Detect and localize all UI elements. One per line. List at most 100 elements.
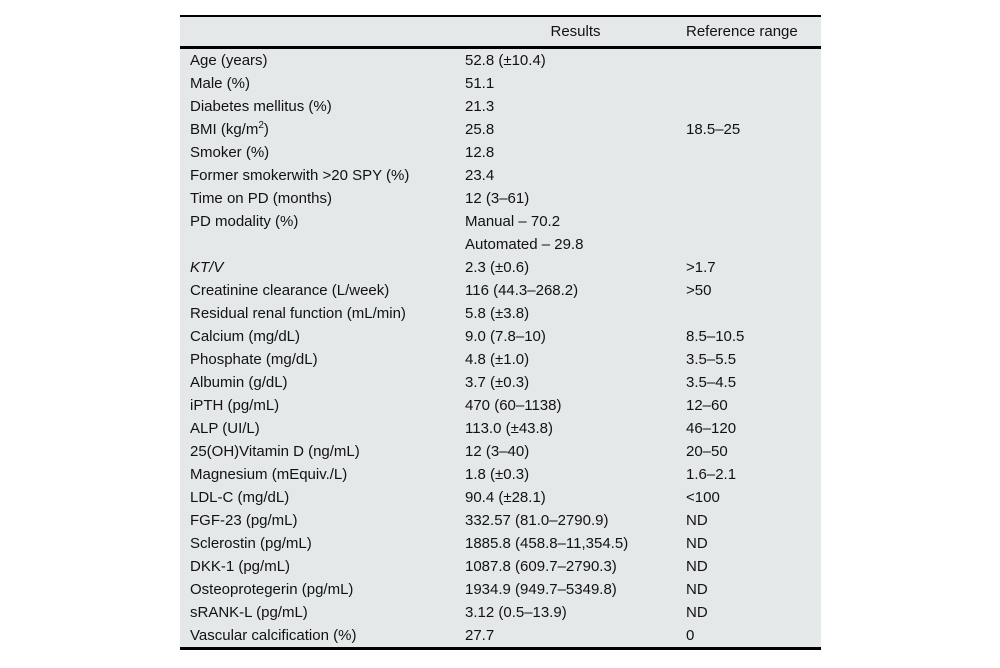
superscript: 2 [258,120,264,131]
table-row: Age (years) 52.8 (±10.4) [180,49,821,72]
col-header-reference: Reference range [686,23,798,40]
table-row: FGF-23 (pg/mL) 332.57 (81.0–2790.9) ND [180,509,821,532]
table-row: Time on PD (months) 12 (3–61) [180,187,821,210]
row-result: 470 (60–1138) [465,397,562,414]
table-row: iPTH (pg/mL) 470 (60–1138) 12–60 [180,394,821,417]
row-reference: >1.7 [686,259,716,276]
row-result: 25.8 [465,121,495,138]
row-result: 2.3 (±0.6) [465,259,530,276]
row-label: Albumin (g/dL) [190,374,288,391]
row-label: Diabetes mellitus (%) [190,98,332,115]
row-reference: >50 [686,282,712,299]
row-result: 12.8 [465,144,495,161]
table-header-row: Results Reference range [180,17,821,49]
table-row: PD modality (%) Manual – 70.2 [180,210,821,233]
row-result: 51.1 [465,75,495,92]
table-row: Smoker (%) 12.8 [180,141,821,164]
row-label: Male (%) [190,75,251,92]
row-label: Phosphate (mg/dL) [190,351,318,368]
row-reference: 12–60 [686,397,728,414]
table-row: 25(OH)Vitamin D (ng/mL) 12 (3–40) 20–50 [180,440,821,463]
row-label: LDL-C (mg/dL) [190,489,290,506]
table-row: Automated – 29.8 [180,233,821,256]
row-reference: 20–50 [686,443,728,460]
row-label: Creatinine clearance (L/week) [190,282,390,299]
clinical-characteristics-table: Results Reference range Age (years) 52.8… [180,15,821,650]
row-result: 90.4 (±28.1) [465,489,546,506]
row-label: 25(OH)Vitamin D (ng/mL) [190,443,360,460]
row-result: 21.3 [465,98,495,115]
row-result: 4.8 (±1.0) [465,351,530,368]
table-row: sRANK-L (pg/mL) 3.12 (0.5–13.9) ND [180,601,821,624]
row-result: 3.12 (0.5–13.9) [465,604,567,621]
table-row: Albumin (g/dL) 3.7 (±0.3) 3.5–4.5 [180,371,821,394]
row-result: 12 (3–61) [465,190,530,207]
row-result: 1885.8 (458.8–11,354.5) [465,535,629,552]
table-row: Calcium (mg/dL) 9.0 (7.8–10) 8.5–10.5 [180,325,821,348]
row-result: 27.7 [465,627,495,644]
row-label: Residual renal function (mL/min) [190,305,406,322]
table-row: Diabetes mellitus (%) 21.3 [180,95,821,118]
table-row: Osteoprotegerin (pg/mL) 1934.9 (949.7–53… [180,578,821,601]
table-row: KT/V 2.3 (±0.6) >1.7 [180,256,821,279]
table-row: DKK-1 (pg/mL) 1087.8 (609.7–2790.3) ND [180,555,821,578]
row-label: ALP (UI/L) [190,420,260,437]
row-reference: ND [686,581,708,598]
row-label: FGF-23 (pg/mL) [190,512,298,529]
table-row: Vascular calcification (%) 27.7 0 [180,624,821,647]
row-reference: ND [686,535,708,552]
row-reference: 46–120 [686,420,737,437]
row-reference: 18.5–25 [686,121,741,138]
row-result: 52.8 (±10.4) [465,52,546,69]
row-result: 1.8 (±0.3) [465,466,530,483]
row-label: DKK-1 (pg/mL) [190,558,291,575]
row-label: Former smokerwith >20 SPY (%) [190,167,410,184]
row-reference: 3.5–4.5 [686,374,737,391]
row-label: PD modality (%) [190,213,299,230]
row-result: 116 (44.3–268.2) [465,282,579,299]
row-result: 5.8 (±3.8) [465,305,530,322]
table-body: Age (years) 52.8 (±10.4) Male (%) 51.1 D… [180,49,821,647]
table-row: Sclerostin (pg/mL) 1885.8 (458.8–11,354.… [180,532,821,555]
row-label: iPTH (pg/mL) [190,397,280,414]
row-label: Time on PD (months) [190,190,332,207]
row-label: Sclerostin (pg/mL) [190,535,312,552]
table-row: Former smokerwith >20 SPY (%) 23.4 [180,164,821,187]
row-label: Vascular calcification (%) [190,627,357,644]
row-label: KT/V [190,259,224,276]
table-row: Phosphate (mg/dL) 4.8 (±1.0) 3.5–5.5 [180,348,821,371]
table-row: Magnesium (mEquiv./L) 1.8 (±0.3) 1.6–2.1 [180,463,821,486]
row-label: Age (years) [190,52,268,69]
row-reference: 8.5–10.5 [686,328,745,345]
table-row: Creatinine clearance (L/week) 116 (44.3–… [180,279,821,302]
row-reference: ND [686,558,708,575]
row-reference: 0 [686,627,695,644]
row-reference: <100 [686,489,720,506]
table-row: ALP (UI/L) 113.0 (±43.8) 46–120 [180,417,821,440]
table-row: Residual renal function (mL/min) 5.8 (±3… [180,302,821,325]
row-result: 3.7 (±0.3) [465,374,530,391]
row-result: Automated – 29.8 [465,236,584,253]
table-row: BMI (kg/m2) 25.8 18.5–25 [180,118,821,141]
row-result: 113.0 (±43.8) [465,420,554,437]
row-label: Magnesium (mEquiv./L) [190,466,348,483]
row-label: BMI (kg/m2) [190,120,269,139]
table-row: Male (%) 51.1 [180,72,821,95]
row-reference: 1.6–2.1 [686,466,737,483]
table-row: LDL-C (mg/dL) 90.4 (±28.1) <100 [180,486,821,509]
row-reference: ND [686,512,708,529]
row-result: Manual – 70.2 [465,213,561,230]
row-label: Calcium (mg/dL) [190,328,301,345]
row-result: 23.4 [465,167,495,184]
row-result: 1934.9 (949.7–5349.8) [465,581,617,598]
row-label: sRANK-L (pg/mL) [190,604,308,621]
row-label: Osteoprotegerin (pg/mL) [190,581,354,598]
row-result: 9.0 (7.8–10) [465,328,546,345]
row-reference: ND [686,604,708,621]
row-reference: 3.5–5.5 [686,351,737,368]
col-header-results: Results [550,23,601,40]
row-result: 12 (3–40) [465,443,530,460]
row-label: Smoker (%) [190,144,270,161]
row-result: 1087.8 (609.7–2790.3) [465,558,617,575]
